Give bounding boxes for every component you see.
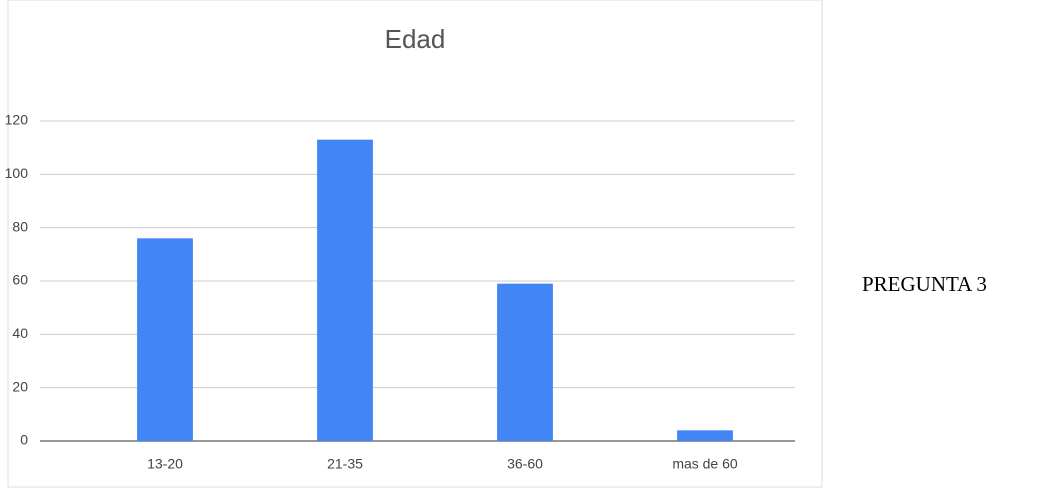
caption: PREGUNTA 3 (862, 272, 987, 296)
chart-frame (7, 0, 823, 488)
x-tick-label: 36-60 (507, 456, 543, 472)
y-tick-label: 120 (5, 112, 29, 128)
x-tick-label: mas de 60 (672, 456, 738, 472)
chart-title: Edad (385, 24, 446, 54)
x-tick-label: 13-20 (147, 456, 183, 472)
x-tick-label: 21-35 (327, 456, 363, 472)
y-tick-label: 40 (12, 325, 28, 341)
y-tick-label: 0 (20, 432, 28, 448)
y-tick-label: 80 (12, 218, 28, 234)
y-tick-label: 20 (12, 378, 28, 394)
bar (677, 430, 733, 441)
bar (137, 238, 193, 441)
y-tick-label: 60 (12, 272, 28, 288)
y-tick-label: 100 (5, 165, 29, 181)
bar (497, 283, 553, 441)
bar (317, 139, 373, 441)
